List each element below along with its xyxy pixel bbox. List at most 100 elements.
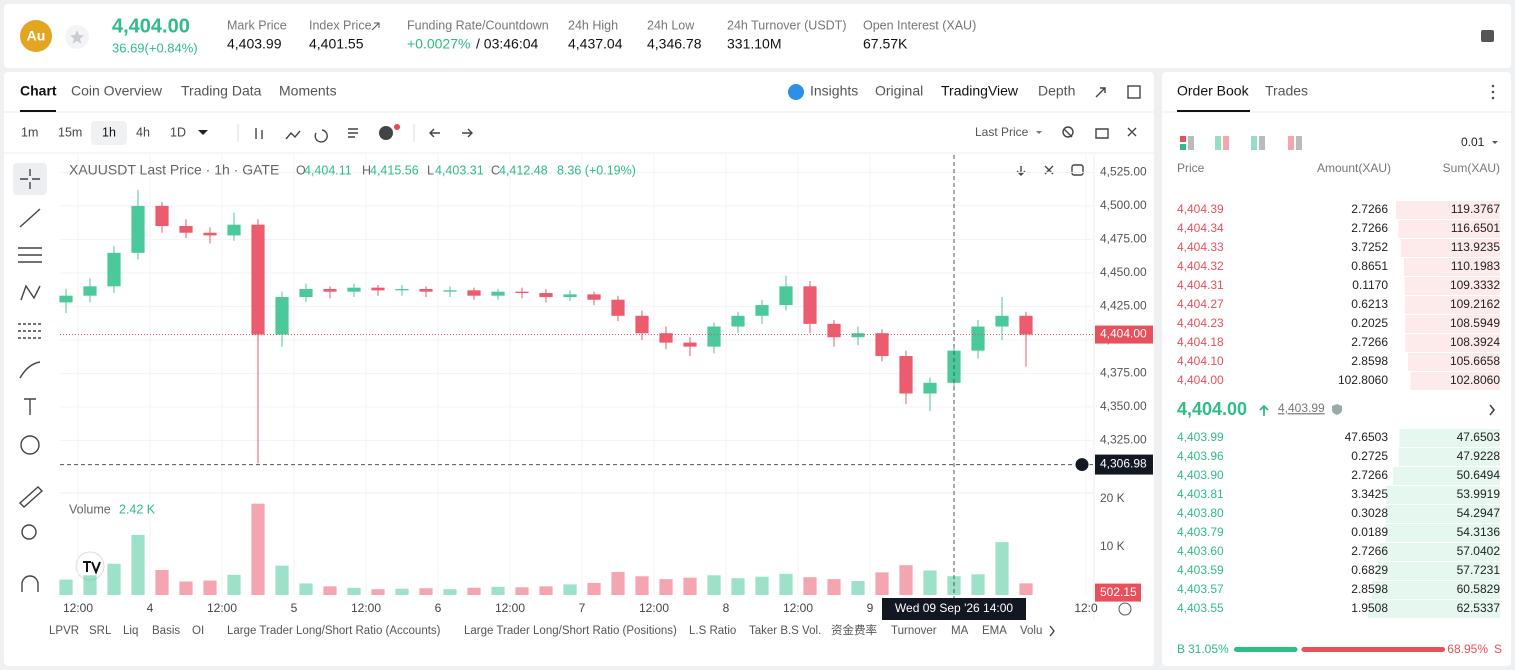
line-tool[interactable] xyxy=(19,208,41,228)
book-price[interactable]: 4,403.90 xyxy=(1177,468,1224,482)
magnet-tool[interactable] xyxy=(21,575,39,592)
fib-tool[interactable] xyxy=(18,247,42,263)
indicator[interactable]: EMA xyxy=(982,625,1007,637)
brush-tool[interactable] xyxy=(19,361,41,379)
volume-bar xyxy=(491,586,505,595)
fullscreen-icon[interactable] xyxy=(1127,85,1141,99)
indicator[interactable]: LPVR xyxy=(49,625,79,637)
interval[interactable]: 15m xyxy=(58,125,82,139)
candle-body xyxy=(227,224,241,236)
settings-icon[interactable] xyxy=(1118,602,1132,616)
book-price[interactable]: 4,404.31 xyxy=(1177,278,1224,292)
pane-controls[interactable] xyxy=(1016,165,1054,176)
chevron-right[interactable] xyxy=(1489,404,1496,416)
chart-tab[interactable]: Moments xyxy=(279,83,337,99)
book-price[interactable]: 4,404.33 xyxy=(1177,240,1224,254)
book-price[interactable]: 4,404.23 xyxy=(1177,316,1224,330)
book-tab[interactable]: Order Book xyxy=(1177,83,1250,99)
book-price[interactable]: 4,403.81 xyxy=(1177,487,1224,501)
candle-body xyxy=(323,289,337,292)
indicator-add[interactable] xyxy=(379,126,393,140)
stat-label: Index Price xyxy=(309,18,372,32)
indicator[interactable]: Large Trader Long/Short Ratio (Positions… xyxy=(464,625,677,637)
book-price[interactable]: 4,403.79 xyxy=(1177,525,1224,539)
candle-body xyxy=(995,315,1009,327)
volume-bar xyxy=(83,575,97,595)
view-tab[interactable]: Depth xyxy=(1038,83,1075,99)
text-tool[interactable] xyxy=(24,398,36,415)
indicator[interactable]: MA xyxy=(951,625,969,637)
ruler-tool[interactable] xyxy=(18,486,44,508)
view-tab[interactable]: Original xyxy=(875,83,923,99)
indicator[interactable]: Taker B.S Vol. xyxy=(749,625,821,637)
indicator[interactable]: SRL xyxy=(89,625,112,637)
indicator[interactable]: Basis xyxy=(152,625,180,637)
book-price[interactable]: 4,404.18 xyxy=(1177,335,1224,349)
toolbar-icons[interactable] xyxy=(255,127,1137,143)
book-price[interactable]: 4,404.27 xyxy=(1177,297,1224,311)
mark-price: 4,403.99 xyxy=(1278,401,1325,415)
dropdown-arrow[interactable] xyxy=(198,130,208,135)
indicator[interactable]: 资金费率 xyxy=(831,623,877,637)
volume-bar xyxy=(131,534,145,595)
book-price[interactable]: 4,403.59 xyxy=(1177,563,1224,577)
interval[interactable]: 1h xyxy=(102,125,116,139)
book-price[interactable]: 4,403.60 xyxy=(1177,544,1224,558)
book-price[interactable]: 4,404.32 xyxy=(1177,259,1224,273)
interval[interactable]: 1m xyxy=(21,125,38,139)
candle-body xyxy=(875,333,889,356)
zoom-tool[interactable] xyxy=(21,524,37,540)
interval[interactable]: 1D xyxy=(170,125,186,139)
candle-body xyxy=(683,342,697,347)
dropdown-arrow[interactable] xyxy=(1492,141,1498,144)
book-price[interactable]: 4,404.39 xyxy=(1177,202,1224,216)
view-tab[interactable]: TradingView xyxy=(941,83,1019,99)
book-price[interactable]: 4,403.57 xyxy=(1177,582,1224,596)
book-price[interactable]: 4,403.55 xyxy=(1177,601,1224,615)
col-header: Sum(XAU) xyxy=(1443,161,1500,175)
x-tick-label: 12:00 xyxy=(783,601,813,615)
book-price[interactable]: 4,403.99 xyxy=(1177,430,1224,444)
chart-tab[interactable]: Trading Data xyxy=(181,83,262,99)
indicator[interactable]: Large Trader Long/Short Ratio (Accounts) xyxy=(227,625,441,637)
dropdown-arrow[interactable] xyxy=(1036,131,1042,134)
ohlc-key: O xyxy=(296,163,306,177)
view-tab[interactable]: Insights xyxy=(810,83,858,99)
expand-icon[interactable] xyxy=(1095,87,1106,98)
projection-tool[interactable] xyxy=(18,323,42,339)
crosshair-plus[interactable] xyxy=(1074,457,1090,473)
stat-value: 4,346.78 xyxy=(647,36,702,52)
interval[interactable]: 4h xyxy=(136,125,150,139)
search-icon[interactable] xyxy=(1062,126,1074,138)
candle-body xyxy=(155,205,169,227)
book-layout-icons[interactable] xyxy=(1180,136,1302,150)
emoji-tool[interactable] xyxy=(20,435,40,455)
volume-bar xyxy=(875,572,889,595)
indicator[interactable]: Turnover xyxy=(891,625,937,637)
volume-bar xyxy=(1019,583,1033,595)
chevron-right[interactable] xyxy=(1049,625,1055,637)
indicator[interactable]: Volu xyxy=(1020,625,1042,637)
indicator[interactable]: L.S Ratio xyxy=(689,625,736,637)
chart-tab[interactable]: Coin Overview xyxy=(71,83,163,99)
precision[interactable]: 0.01 xyxy=(1461,135,1485,149)
price-source[interactable]: Last Price xyxy=(975,125,1029,139)
book-price[interactable]: 4,403.80 xyxy=(1177,506,1224,520)
volume-bar xyxy=(203,580,217,595)
pattern-tool[interactable] xyxy=(20,284,41,301)
menu-dot[interactable] xyxy=(1491,84,1495,88)
chart-tab[interactable]: Chart xyxy=(20,83,57,99)
book-price[interactable]: 4,404.00 xyxy=(1177,373,1224,387)
candle-body xyxy=(83,286,97,296)
book-price[interactable]: 4,403.96 xyxy=(1177,449,1224,463)
book-tab[interactable]: Trades xyxy=(1265,83,1308,99)
book-icon[interactable] xyxy=(1481,30,1494,42)
pane-restore[interactable] xyxy=(1071,164,1084,176)
indicator[interactable]: Liq xyxy=(123,625,138,637)
book-price[interactable]: 4,404.10 xyxy=(1177,354,1224,368)
book-price[interactable]: 4,404.34 xyxy=(1177,221,1224,235)
indicator[interactable]: OI xyxy=(192,625,204,637)
crosshair-tool[interactable] xyxy=(20,169,40,189)
insights-icon[interactable] xyxy=(788,84,804,100)
